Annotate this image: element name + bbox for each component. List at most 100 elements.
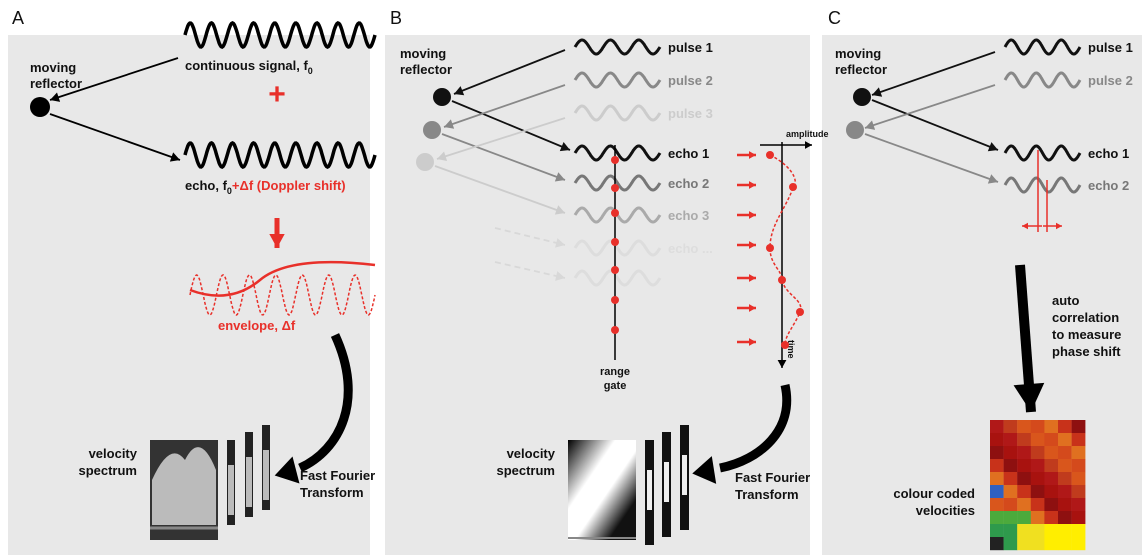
velocity-cell [1031,485,1045,498]
label: spectrum [496,463,555,478]
velocity-cell [1072,472,1086,485]
spectrogram [568,440,636,540]
velocity-cell [1044,472,1058,485]
velocity-cell [1058,433,1072,446]
velocity-cell [1072,498,1086,511]
dot [611,238,619,246]
velocity-cell [1031,511,1045,524]
label: velocities [916,503,975,518]
label: pulse 1 [668,40,713,55]
label: echo 2 [668,176,709,191]
label: pulse 2 [668,73,713,88]
velocity-cell [1072,511,1086,524]
velocity-cell [1072,459,1086,472]
velocity-cell [1031,433,1045,446]
label: reflector [400,62,452,77]
label: echo 1 [1088,146,1129,161]
velocity-cell [1017,472,1031,485]
velocity-cell [990,537,1004,550]
velocity-cell [1044,420,1058,433]
velocity-cell [1058,537,1072,550]
label: Fast Fourier [300,468,375,483]
panel-label: B [390,8,402,28]
velocity-cell [1044,433,1058,446]
velocity-cell [990,498,1004,511]
figure: Amovingreflectorcontinuous signal, f0+ec… [0,0,1142,559]
velocity-cell [1072,485,1086,498]
velocity-cell [990,433,1004,446]
velocity-cell [1044,459,1058,472]
dot [789,183,797,191]
velocity-cell [1017,498,1031,511]
velocity-cell [1031,420,1045,433]
spectrum-strip-fill [263,450,269,500]
velocity-cell [1031,472,1045,485]
label: moving [400,46,446,61]
label: colour coded [893,486,975,501]
velocity-cell [1004,472,1018,485]
velocity-cell [1004,524,1018,537]
panel-label: A [12,8,24,28]
velocity-cell [990,472,1004,485]
velocity-cell [1044,524,1058,537]
label: reflector [835,62,887,77]
echo-shift: +Δf (Doppler shift) [232,178,346,193]
velocity-cell [1072,420,1086,433]
velocity-cell [1072,446,1086,459]
dot [846,121,864,139]
dot [611,326,619,334]
velocity-cell [1004,446,1018,459]
velocity-cell [1044,485,1058,498]
velocity-cell [1058,420,1072,433]
velocity-cell [1044,446,1058,459]
label: Transform [735,487,799,502]
velocity-cell [990,524,1004,537]
velocity-cell [1017,485,1031,498]
velocity-cell [1031,459,1045,472]
label: reflector [30,76,82,91]
label: echo 1 [668,146,709,161]
velocity-cell [1058,498,1072,511]
velocity-cell [1031,498,1045,511]
velocity-cell [1017,511,1031,524]
dot [416,153,434,171]
subscript: 0 [308,66,313,76]
dot [611,156,619,164]
dot [30,97,50,117]
velocity-cell [1031,537,1045,550]
velocity-cell [1058,446,1072,459]
velocity-cell [1017,433,1031,446]
label: gate [604,380,627,392]
velocity-cell [1004,511,1018,524]
velocity-cell [1004,485,1018,498]
velocity-cell [1058,511,1072,524]
velocity-cell [1017,537,1031,550]
panel-label: C [828,8,841,28]
spectrum-strip-fill [664,462,669,502]
dot [796,308,804,316]
velocity-cell [1072,537,1086,550]
spectrum-strip-fill [228,465,234,515]
label: moving [835,46,881,61]
velocity-cell [1004,459,1018,472]
velocity-cell [1044,511,1058,524]
label: echo 2 [1088,178,1129,193]
velocity-cell [1058,459,1072,472]
label: pulse 1 [1088,40,1133,55]
velocity-cell [1017,420,1031,433]
label: echo ... [668,241,713,256]
label: auto [1052,293,1080,308]
label: correlation [1052,310,1119,325]
velocity-cell [1017,459,1031,472]
velocity-cell [1017,524,1031,537]
dot [766,244,774,252]
dot [853,88,871,106]
velocity-cell [1004,433,1018,446]
label: pulse 3 [668,106,713,121]
label: velocity [89,446,138,461]
velocity-cell [990,420,1004,433]
label: amplitude [786,129,829,139]
dot [611,296,619,304]
velocity-cell [1058,524,1072,537]
velocity-cell [1031,446,1045,459]
